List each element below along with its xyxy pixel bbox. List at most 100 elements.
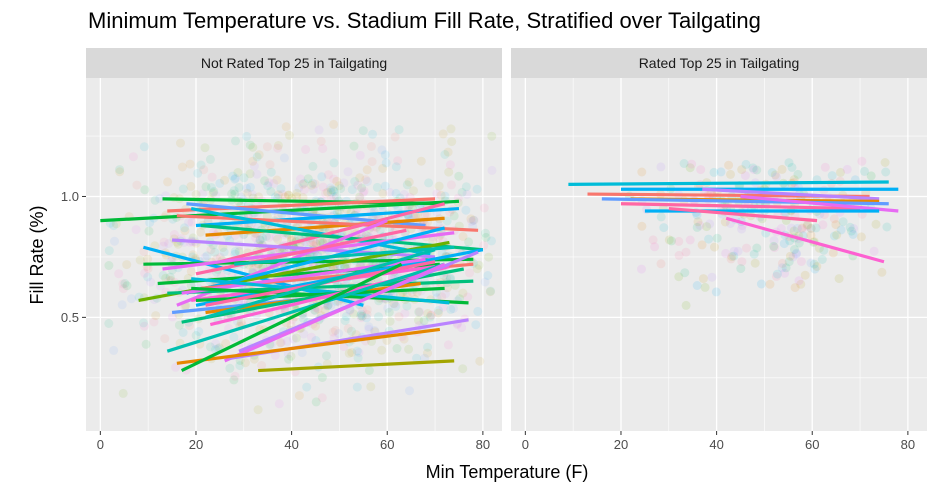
scatter-point bbox=[857, 156, 867, 166]
panel-right-gridlines bbox=[511, 78, 927, 431]
scatter-point bbox=[198, 189, 208, 199]
scatter-point bbox=[160, 334, 170, 344]
scatter-point bbox=[146, 277, 156, 287]
scatter-point bbox=[794, 276, 804, 286]
scatter-point bbox=[480, 277, 490, 287]
fit-line bbox=[234, 245, 455, 266]
scatter-point bbox=[458, 232, 468, 241]
scatter-point bbox=[637, 264, 646, 274]
scatter-point bbox=[209, 187, 219, 196]
scatter-point bbox=[391, 162, 401, 172]
scatter-point bbox=[294, 183, 304, 193]
scatter-point bbox=[375, 225, 385, 235]
panel-right: Rated Top 25 in Tailgating 0 20 40 60 80 bbox=[511, 48, 927, 452]
scatter-point bbox=[284, 190, 293, 200]
scatter-point bbox=[788, 252, 798, 262]
scatter-point bbox=[486, 286, 496, 296]
scatter-point bbox=[457, 187, 467, 197]
scatter-point bbox=[117, 300, 127, 310]
scatter-point bbox=[288, 334, 298, 344]
scatter-point bbox=[792, 223, 802, 233]
scatter-point bbox=[800, 270, 810, 280]
scatter-point bbox=[446, 180, 456, 190]
scatter-point bbox=[294, 391, 304, 401]
panel-left-strip bbox=[86, 48, 502, 78]
scatter-point bbox=[416, 156, 426, 166]
fit-line bbox=[205, 216, 445, 237]
fit-line bbox=[162, 197, 445, 206]
scatter-point bbox=[281, 122, 291, 132]
scatter-point bbox=[354, 348, 364, 357]
scatter-point bbox=[229, 375, 239, 385]
scatter-point bbox=[311, 239, 321, 249]
scatter-point bbox=[726, 169, 735, 179]
scatter-point bbox=[780, 268, 790, 278]
scatter-point bbox=[786, 223, 796, 233]
scatter-point bbox=[446, 124, 456, 134]
scatter-point bbox=[769, 236, 779, 246]
scatter-point bbox=[284, 190, 294, 200]
scatter-point bbox=[245, 182, 255, 192]
scatter-point bbox=[704, 234, 714, 244]
scatter-point bbox=[433, 308, 443, 318]
scatter-point bbox=[467, 216, 477, 226]
scatter-point bbox=[405, 386, 414, 396]
scatter-point bbox=[132, 180, 142, 190]
fit-line bbox=[167, 197, 436, 213]
scatter-point bbox=[697, 240, 707, 250]
scatter-point bbox=[399, 334, 409, 344]
scatter-point bbox=[269, 179, 279, 188]
scatter-point bbox=[248, 156, 258, 166]
scatter-point bbox=[438, 302, 448, 312]
scatter-point bbox=[480, 228, 490, 238]
scatter-point bbox=[368, 129, 378, 139]
scatter-point bbox=[400, 309, 410, 319]
scatter-point bbox=[860, 166, 869, 176]
scatter-point bbox=[832, 230, 842, 240]
scatter-point bbox=[458, 288, 468, 298]
scatter-point bbox=[266, 187, 276, 196]
scatter-point bbox=[302, 382, 312, 392]
scatter-point bbox=[165, 272, 175, 282]
scatter-point bbox=[343, 324, 353, 333]
scatter-point bbox=[848, 230, 858, 239]
scatter-point bbox=[264, 178, 274, 188]
scatter-point bbox=[245, 140, 255, 150]
scatter-point bbox=[681, 247, 691, 257]
scatter-point bbox=[200, 252, 210, 262]
scatter-point bbox=[143, 264, 153, 274]
scatter-point bbox=[806, 224, 816, 233]
scatter-point bbox=[176, 138, 185, 148]
scatter-point bbox=[326, 301, 336, 311]
scatter-point bbox=[171, 362, 181, 372]
scatter-point bbox=[292, 188, 302, 198]
scatter-point bbox=[264, 232, 274, 242]
scatter-point bbox=[740, 171, 750, 181]
scatter-point bbox=[784, 257, 794, 267]
scatter-point bbox=[742, 243, 751, 253]
scatter-point bbox=[332, 207, 342, 217]
scatter-point bbox=[292, 192, 302, 202]
scatter-point bbox=[729, 251, 739, 261]
scatter-point bbox=[311, 321, 320, 331]
scatter-point bbox=[242, 188, 252, 198]
scatter-point bbox=[424, 178, 434, 188]
fit-line bbox=[702, 187, 880, 201]
scatter-point bbox=[484, 252, 494, 262]
scatter-point bbox=[144, 226, 154, 236]
scatter-point bbox=[344, 348, 354, 358]
scatter-point bbox=[793, 169, 803, 179]
scatter-point bbox=[352, 382, 362, 392]
scatter-point bbox=[871, 219, 881, 229]
scatter-point bbox=[457, 323, 467, 333]
scatter-point bbox=[161, 273, 171, 283]
scatter-point bbox=[829, 214, 839, 224]
scatter-point bbox=[357, 309, 366, 319]
scatter-point bbox=[265, 160, 275, 170]
scatter-point bbox=[211, 191, 221, 201]
scatter-point bbox=[231, 136, 240, 146]
scatter-point bbox=[698, 274, 708, 284]
scatter-point bbox=[273, 143, 283, 153]
scatter-point bbox=[370, 326, 380, 335]
scatter-point bbox=[253, 405, 263, 415]
